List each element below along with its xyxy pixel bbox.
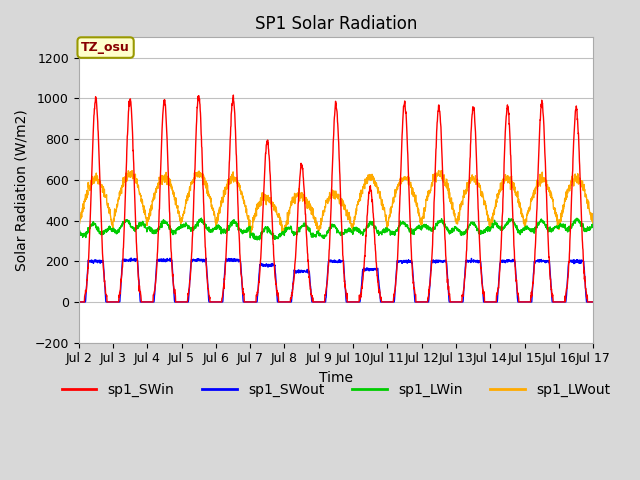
sp1_SWout [486, 299, 493, 305]
sp1_SWin [362, 232, 370, 238]
sp1_LWin [545, 228, 552, 233]
sp1_LWout [486, 216, 493, 222]
sp1_SWin [544, 232, 552, 238]
sp1_LWout [218, 200, 226, 205]
sp1_LWout [362, 177, 370, 183]
sp1_SWout [351, 299, 358, 305]
sp1_LWin [486, 228, 493, 234]
sp1_SWout [589, 299, 597, 305]
sp1_LWout [589, 223, 597, 228]
sp1_SWout [362, 266, 370, 272]
sp1_SWout [544, 258, 552, 264]
Line: sp1_LWin: sp1_LWin [79, 218, 593, 240]
Title: SP1 Solar Radiation: SP1 Solar Radiation [255, 15, 417, 33]
Y-axis label: Solar Radiation (W/m2): Solar Radiation (W/m2) [15, 109, 29, 271]
sp1_LWin [351, 226, 359, 231]
sp1_LWin [253, 237, 261, 243]
sp1_LWout [545, 184, 552, 190]
sp1_LWin [75, 228, 83, 234]
sp1_LWout [351, 217, 358, 223]
sp1_SWin [589, 299, 597, 305]
sp1_LWin [559, 222, 566, 228]
sp1_SWout [559, 299, 566, 305]
sp1_SWin [218, 295, 226, 300]
Line: sp1_SWin: sp1_SWin [79, 95, 593, 302]
sp1_SWin [75, 299, 83, 305]
sp1_SWout [75, 299, 83, 305]
Line: sp1_LWout: sp1_LWout [79, 170, 593, 235]
sp1_LWin [218, 227, 226, 233]
sp1_LWout [246, 232, 254, 238]
sp1_SWin [351, 299, 358, 305]
sp1_LWin [589, 225, 597, 230]
sp1_SWout [127, 255, 135, 261]
sp1_SWin [559, 299, 566, 305]
sp1_LWout [435, 168, 443, 173]
X-axis label: Time: Time [319, 371, 353, 385]
Text: TZ_osu: TZ_osu [81, 41, 130, 54]
sp1_LWin [198, 215, 205, 221]
sp1_SWout [218, 299, 226, 305]
sp1_SWin [230, 92, 237, 98]
sp1_LWout [75, 221, 83, 227]
Line: sp1_SWout: sp1_SWout [79, 258, 593, 302]
Legend: sp1_SWin, sp1_SWout, sp1_LWin, sp1_LWout: sp1_SWin, sp1_SWout, sp1_LWin, sp1_LWout [56, 378, 616, 403]
sp1_LWout [559, 211, 566, 216]
sp1_LWin [362, 227, 370, 232]
sp1_SWin [486, 299, 493, 305]
